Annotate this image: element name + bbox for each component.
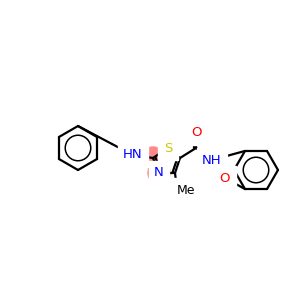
Text: N: N — [154, 167, 164, 179]
Text: NH: NH — [202, 154, 222, 166]
Text: S: S — [164, 142, 172, 154]
Text: Me: Me — [177, 184, 196, 196]
Text: O: O — [220, 172, 230, 184]
Text: HN: HN — [123, 148, 143, 161]
Circle shape — [148, 162, 170, 184]
Circle shape — [142, 147, 164, 169]
Text: O: O — [191, 127, 201, 140]
